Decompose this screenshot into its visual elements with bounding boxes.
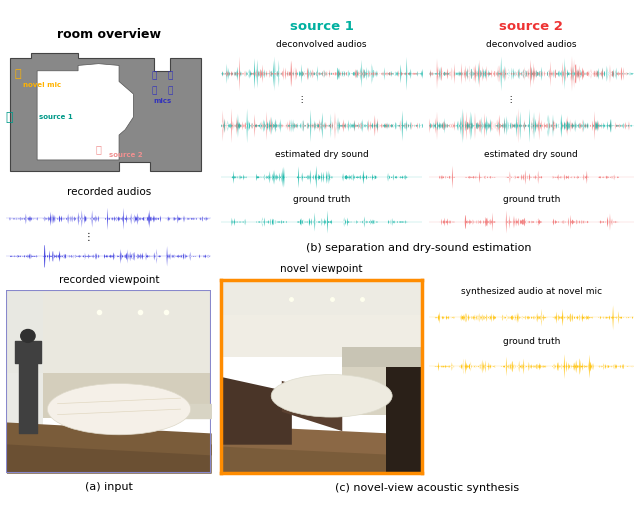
Ellipse shape [47,384,191,435]
Text: estimated dry sound: estimated dry sound [484,150,578,160]
Text: source 1: source 1 [290,19,353,32]
Polygon shape [10,53,201,171]
Text: deconvolved audios: deconvolved audios [276,40,367,49]
Text: source 2: source 2 [499,19,563,32]
Text: ground truth: ground truth [502,337,560,346]
Text: recorded viewpoint: recorded viewpoint [58,275,159,285]
Text: (b) separation and dry-sound estimation: (b) separation and dry-sound estimation [306,243,532,253]
Text: 🎤: 🎤 [14,69,21,80]
Text: estimated dry sound: estimated dry sound [275,150,369,160]
Text: (c) novel-view acoustic synthesis: (c) novel-view acoustic synthesis [335,483,519,493]
Text: ⋮: ⋮ [83,232,93,242]
Text: novel viewpoint: novel viewpoint [280,264,363,275]
Circle shape [20,330,35,342]
Text: ground truth: ground truth [502,195,560,204]
Text: recorded audios: recorded audios [67,187,151,197]
Text: (a) input: (a) input [85,482,132,492]
Text: ⋮: ⋮ [506,95,515,104]
Text: novel mic: novel mic [23,82,61,88]
Text: 🎤: 🎤 [151,86,157,95]
Text: room overview: room overview [57,28,161,41]
Polygon shape [37,63,133,160]
Text: 🎤: 🎤 [151,72,157,81]
Text: 🎤: 🎤 [168,72,173,81]
Text: mics: mics [153,98,171,104]
Text: source 1: source 1 [39,114,73,120]
Text: ground truth: ground truth [293,195,350,204]
Text: 📢: 📢 [95,144,102,154]
Text: 🎤: 🎤 [168,86,173,95]
Text: ⋮: ⋮ [297,95,306,104]
Text: source 2: source 2 [109,152,143,158]
Text: deconvolved audios: deconvolved audios [486,40,577,49]
Text: synthesized audio at novel mic: synthesized audio at novel mic [461,287,602,296]
Text: 🔊: 🔊 [6,111,13,124]
Ellipse shape [271,374,392,417]
